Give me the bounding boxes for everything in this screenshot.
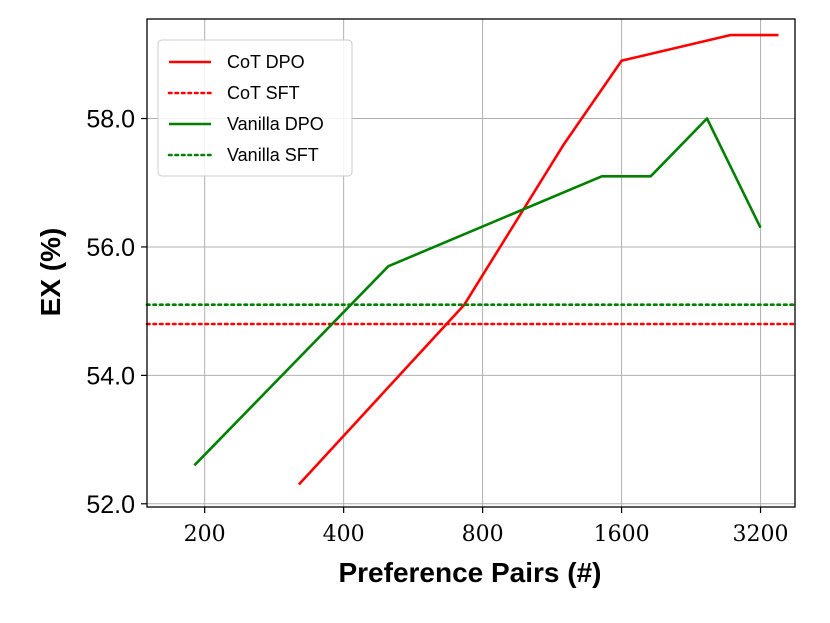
x-tick-label: 400 — [323, 522, 365, 547]
x-tick-label: 3200 — [733, 522, 789, 547]
x-axis-label: Preference Pairs (#) — [338, 557, 601, 588]
legend-label-cot-sft: CoT SFT — [227, 83, 300, 103]
legend-box — [157, 39, 353, 177]
x-tick-label: 800 — [462, 522, 504, 547]
y-tick-label: 54.0 — [86, 362, 135, 390]
vanilla-dpo-line — [193, 117, 762, 467]
y-tick-label: 56.0 — [86, 234, 135, 262]
tick-layer: 200 400 800 1600 3200 52.0 54.0 56.0 58.0 — [86, 106, 788, 547]
x-tick-label: 200 — [184, 522, 226, 547]
legend-label-vanilla-sft: Vanilla SFT — [227, 145, 319, 165]
y-axis-label: EX (%) — [35, 228, 66, 317]
legend-label-cot-dpo: CoT DPO — [227, 52, 305, 72]
legend-label-vanilla-dpo: Vanilla DPO — [227, 114, 324, 134]
plot-frame — [146, 18, 796, 508]
x-tick-label: 1600 — [594, 522, 650, 547]
y-tick-label: 52.0 — [86, 491, 135, 519]
cot-dpo-line — [297, 33, 779, 486]
series-layer — [145, 33, 797, 486]
y-tick-label: 58.0 — [86, 106, 135, 134]
legend: CoT DPO CoT SFT Vanilla DPO Vanilla SFT — [157, 39, 353, 177]
